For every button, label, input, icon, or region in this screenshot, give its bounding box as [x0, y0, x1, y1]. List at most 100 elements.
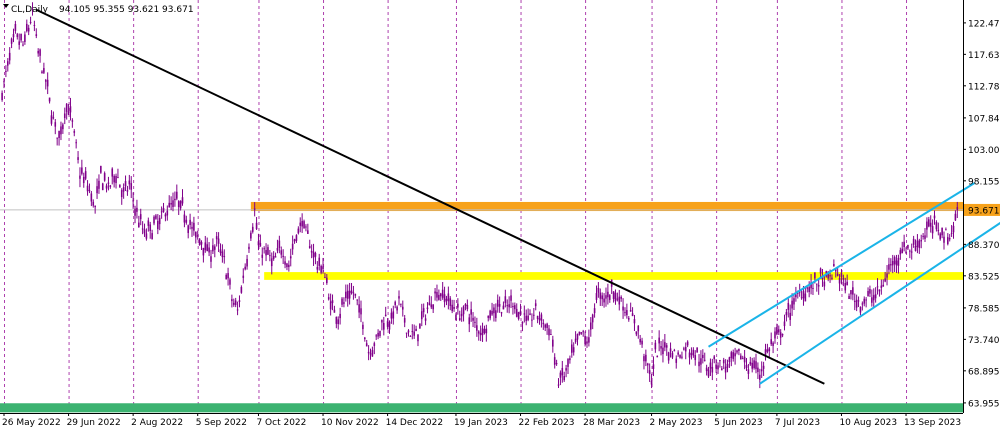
candle-body: [208, 247, 210, 253]
candle: [546, 322, 548, 335]
candle-body: [384, 314, 387, 317]
candle: [608, 294, 611, 303]
candle: [345, 284, 347, 302]
candle-body: [320, 265, 322, 273]
candle-body: [743, 356, 746, 363]
candle-body: [931, 226, 934, 234]
candle: [785, 308, 788, 322]
candle-body: [187, 225, 190, 234]
candle: [713, 355, 716, 364]
candle: [759, 368, 761, 389]
candle-body: [891, 260, 894, 266]
candle: [117, 168, 119, 179]
candle-body: [948, 238, 951, 240]
candle-body: [935, 222, 938, 230]
candle-body: [781, 334, 784, 336]
candle-body: [267, 247, 269, 255]
candle: [738, 348, 740, 356]
candle-body: [63, 113, 66, 119]
candle-body: [922, 235, 924, 237]
candle-body: [432, 304, 434, 310]
candle: [836, 267, 839, 277]
candle: [63, 107, 66, 125]
collapse-arrow-icon[interactable]: [3, 4, 9, 8]
candle: [696, 347, 698, 353]
candle-body: [787, 302, 790, 310]
candle: [75, 139, 77, 149]
candle: [392, 305, 395, 325]
candle-body: [375, 335, 378, 337]
candle-body: [815, 283, 818, 285]
candle-body: [614, 292, 617, 302]
candle: [468, 313, 471, 333]
candle-body: [721, 368, 723, 371]
candle-body: [43, 68, 45, 73]
candle-body: [753, 360, 755, 369]
candle: [219, 243, 222, 256]
candle-body: [447, 293, 450, 302]
candle-body: [98, 180, 100, 189]
candle-body: [525, 315, 528, 321]
candle-body: [439, 293, 442, 297]
candle: [337, 316, 340, 330]
candle-body: [550, 334, 552, 336]
candle: [365, 339, 368, 347]
candle-body: [238, 300, 241, 302]
candle: [119, 184, 121, 188]
candle: [574, 331, 577, 344]
candle-body: [565, 368, 567, 371]
candle: [193, 216, 195, 236]
candle: [905, 247, 907, 254]
candle: [741, 355, 744, 360]
candle-body: [783, 321, 786, 327]
candle-body: [371, 350, 374, 357]
candle-body: [768, 348, 771, 352]
candle: [627, 316, 630, 322]
candle: [926, 217, 928, 238]
candle-body: [502, 305, 505, 310]
candle: [204, 235, 207, 253]
candle: [27, 24, 30, 36]
candle-body: [200, 241, 203, 245]
candle: [443, 286, 446, 308]
candle: [774, 327, 776, 344]
candle-body: [557, 384, 560, 386]
candle-body: [593, 308, 596, 314]
candle: [246, 254, 248, 270]
candle: [692, 347, 695, 358]
candle-body: [954, 213, 957, 221]
candle: [267, 244, 269, 255]
candle: [772, 341, 774, 354]
candle-body: [677, 352, 679, 355]
candle: [227, 267, 229, 286]
candle-body: [853, 300, 856, 303]
candle: [734, 347, 736, 365]
candle-body: [124, 181, 127, 187]
candle-body: [411, 331, 414, 333]
candle-body: [358, 304, 360, 313]
candle: [711, 358, 714, 381]
candle: [800, 289, 803, 300]
candle-body: [510, 295, 512, 301]
candle-body: [468, 317, 471, 325]
candle: [407, 329, 410, 337]
candle-body: [176, 191, 178, 199]
candle-body: [458, 318, 461, 320]
candle: [506, 299, 509, 313]
candle-body: [574, 338, 577, 342]
candle-body: [627, 318, 630, 320]
candle-body: [400, 303, 402, 305]
candle: [92, 199, 95, 208]
candle: [373, 341, 376, 355]
candle: [795, 286, 797, 302]
candle: [396, 305, 398, 314]
candle-body: [884, 278, 886, 282]
candle: [225, 273, 227, 280]
candle-body: [777, 329, 780, 333]
candle: [166, 205, 169, 221]
candle-body: [100, 165, 102, 173]
candle: [384, 306, 387, 317]
candle-body: [6, 61, 9, 66]
candle-body: [808, 287, 810, 293]
candle-body: [289, 256, 292, 259]
